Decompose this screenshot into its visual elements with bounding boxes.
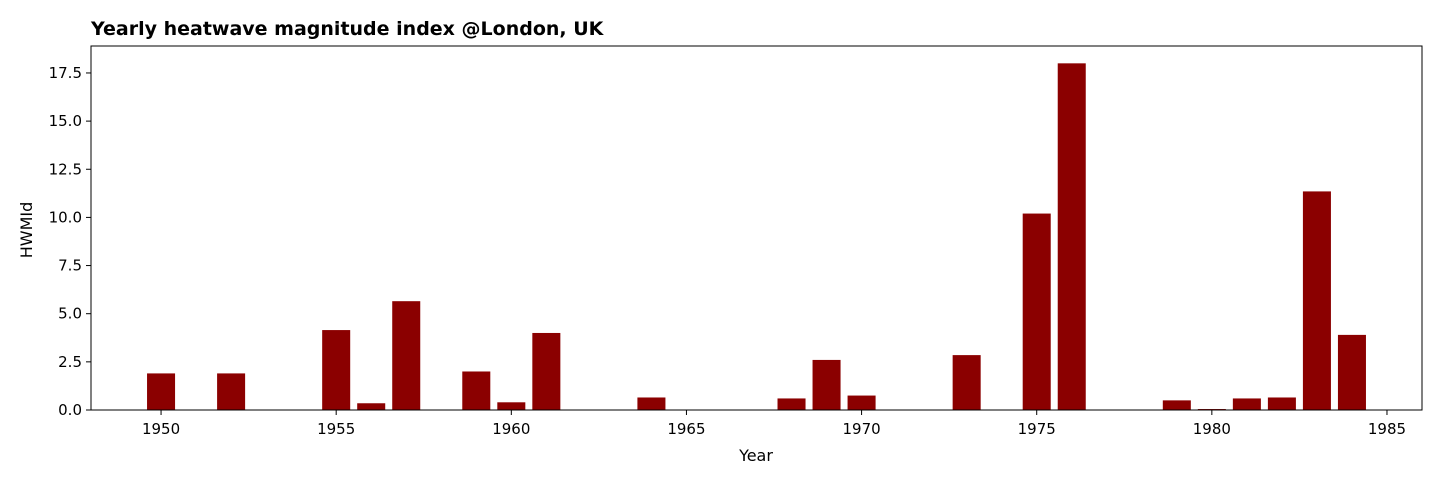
bar-1959 [462,371,491,410]
bar-1960 [497,402,526,410]
x-tick-label-1950: 1950 [142,420,180,438]
chart-title: Yearly heatwave magnitude index @London,… [90,18,605,40]
bar-1968 [777,398,806,410]
x-tick-label-1970: 1970 [842,420,880,438]
x-tick-label-1960: 1960 [492,420,530,438]
x-axis-label: Year [738,446,773,465]
bar-1975 [1022,213,1051,410]
y-tick-label-5.0: 5.0 [58,305,82,323]
y-tick-label-17.5: 17.5 [49,64,82,82]
x-axis-ticks: 1950 1955 1960 1965 1970 1975 1980 1985 [142,410,1406,438]
x-tick-label-1965: 1965 [667,420,705,438]
y-tick-label-7.5: 7.5 [58,257,82,275]
bar-1969 [812,359,841,410]
bar-1981 [1232,398,1261,410]
bar-1952 [217,373,246,410]
y-axis-label: HWMId [17,202,36,259]
x-tick-label-1985: 1985 [1368,420,1406,438]
x-tick-label-1955: 1955 [317,420,355,438]
bar-1979 [1162,400,1191,410]
bar-1956 [357,403,386,410]
y-tick-label-12.5: 12.5 [49,160,82,178]
bars-group [147,63,1366,410]
x-tick-label-1975: 1975 [1018,420,1056,438]
y-tick-label-0.0: 0.0 [58,401,82,419]
plot-frame [90,45,1423,411]
bar-1970 [847,395,876,410]
bar-1976 [1057,63,1086,410]
y-tick-label-15.0: 15.0 [49,112,82,130]
bar-1950 [147,373,176,410]
bar-1982 [1267,397,1296,410]
bar-1983 [1302,191,1331,410]
bar-1955 [322,330,351,410]
y-axis-ticks: 0.0 2.5 5.0 7.5 10.0 12.5 15.0 17.5 [49,64,91,419]
y-tick-label-10.0: 10.0 [49,208,82,226]
x-tick-label-1980: 1980 [1193,420,1231,438]
bar-1973 [952,355,981,410]
y-tick-label-2.5: 2.5 [58,353,82,371]
bar-1961 [532,332,561,410]
bar-1964 [637,397,666,410]
bar-1957 [392,301,421,410]
bar-1984 [1337,334,1366,410]
